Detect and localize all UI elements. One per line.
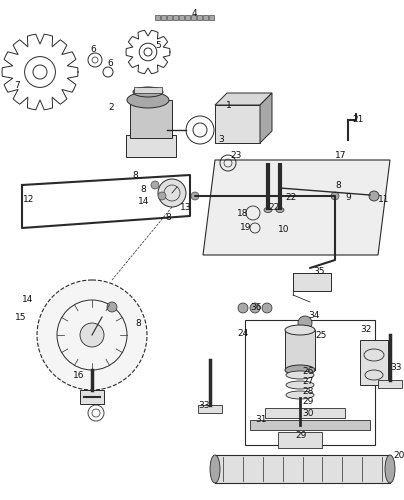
Circle shape (37, 280, 147, 390)
Bar (198, 405, 222, 413)
Ellipse shape (285, 325, 315, 335)
Ellipse shape (127, 92, 169, 108)
Bar (265, 408, 345, 418)
Text: 29: 29 (295, 430, 306, 440)
Text: 21: 21 (352, 116, 363, 124)
Bar (245, 320, 375, 445)
Text: 8: 8 (335, 180, 341, 190)
Circle shape (298, 316, 312, 330)
Bar (209, 15, 214, 20)
Ellipse shape (286, 371, 314, 379)
Text: 16: 16 (73, 370, 84, 380)
Bar (185, 15, 190, 20)
Circle shape (331, 192, 339, 200)
Ellipse shape (276, 208, 284, 212)
Text: 24: 24 (237, 328, 248, 338)
Circle shape (250, 303, 260, 313)
Polygon shape (260, 93, 272, 143)
Text: 5: 5 (155, 40, 161, 50)
Text: 32: 32 (360, 326, 371, 334)
Bar (360, 340, 388, 385)
Circle shape (369, 191, 379, 201)
Bar (215, 455, 390, 483)
Bar (179, 15, 184, 20)
Text: 11: 11 (378, 196, 389, 204)
Bar (378, 380, 402, 388)
Ellipse shape (210, 455, 220, 483)
Text: 17: 17 (335, 150, 347, 160)
Ellipse shape (286, 381, 314, 389)
Ellipse shape (285, 365, 315, 375)
Text: 8: 8 (135, 318, 141, 328)
Text: 8: 8 (132, 170, 138, 179)
Text: 8: 8 (140, 186, 146, 194)
Bar (278, 432, 322, 448)
Ellipse shape (133, 87, 163, 97)
Bar (203, 15, 208, 20)
Circle shape (158, 192, 166, 200)
Bar (285, 330, 315, 370)
Circle shape (158, 179, 186, 207)
Text: 15: 15 (15, 312, 27, 322)
Text: 35: 35 (313, 268, 324, 276)
Ellipse shape (286, 391, 314, 399)
Bar (173, 15, 178, 20)
Text: 33: 33 (390, 364, 402, 372)
Bar (191, 15, 196, 20)
Bar (155, 15, 160, 20)
Text: 27: 27 (302, 378, 314, 386)
Circle shape (238, 303, 248, 313)
Polygon shape (215, 105, 260, 143)
Bar (250, 420, 370, 430)
Text: 1: 1 (226, 100, 232, 110)
Text: 22: 22 (285, 194, 296, 202)
Text: 4: 4 (192, 8, 198, 18)
Text: 20: 20 (393, 450, 404, 460)
Text: 2: 2 (108, 104, 114, 112)
Text: 25: 25 (315, 330, 326, 340)
Text: 36: 36 (250, 304, 261, 312)
Text: 10: 10 (278, 226, 290, 234)
Text: 28: 28 (302, 388, 314, 396)
Text: 31: 31 (255, 416, 267, 424)
Text: 14: 14 (138, 198, 149, 206)
Text: 8: 8 (165, 214, 171, 222)
Text: 34: 34 (308, 310, 320, 320)
Bar (197, 15, 202, 20)
Bar (80, 390, 104, 404)
Text: 18: 18 (237, 208, 248, 218)
Text: 3: 3 (218, 136, 224, 144)
Bar (126, 135, 176, 157)
Text: 9: 9 (345, 192, 351, 202)
Text: 13: 13 (180, 202, 191, 211)
Circle shape (262, 303, 272, 313)
Bar (134, 87, 162, 93)
Ellipse shape (291, 422, 309, 428)
Text: 14: 14 (22, 296, 34, 304)
Ellipse shape (385, 455, 395, 483)
Bar (161, 15, 166, 20)
Polygon shape (203, 160, 390, 255)
Text: 33: 33 (198, 400, 210, 409)
Bar (167, 15, 172, 20)
Text: 7: 7 (14, 80, 20, 90)
Text: 6: 6 (107, 58, 113, 68)
Ellipse shape (264, 208, 272, 212)
Text: 22: 22 (268, 204, 279, 212)
Text: 26: 26 (302, 368, 314, 376)
Polygon shape (215, 93, 272, 105)
Text: 23: 23 (230, 150, 241, 160)
Circle shape (151, 181, 159, 189)
Text: 12: 12 (23, 196, 34, 204)
Bar (293, 273, 331, 291)
Circle shape (107, 302, 117, 312)
Text: 6: 6 (90, 46, 96, 54)
Circle shape (191, 192, 199, 200)
Text: 29: 29 (302, 398, 314, 406)
Bar (130, 100, 172, 138)
Circle shape (80, 323, 104, 347)
Text: 30: 30 (302, 408, 314, 418)
Text: 19: 19 (240, 224, 252, 232)
